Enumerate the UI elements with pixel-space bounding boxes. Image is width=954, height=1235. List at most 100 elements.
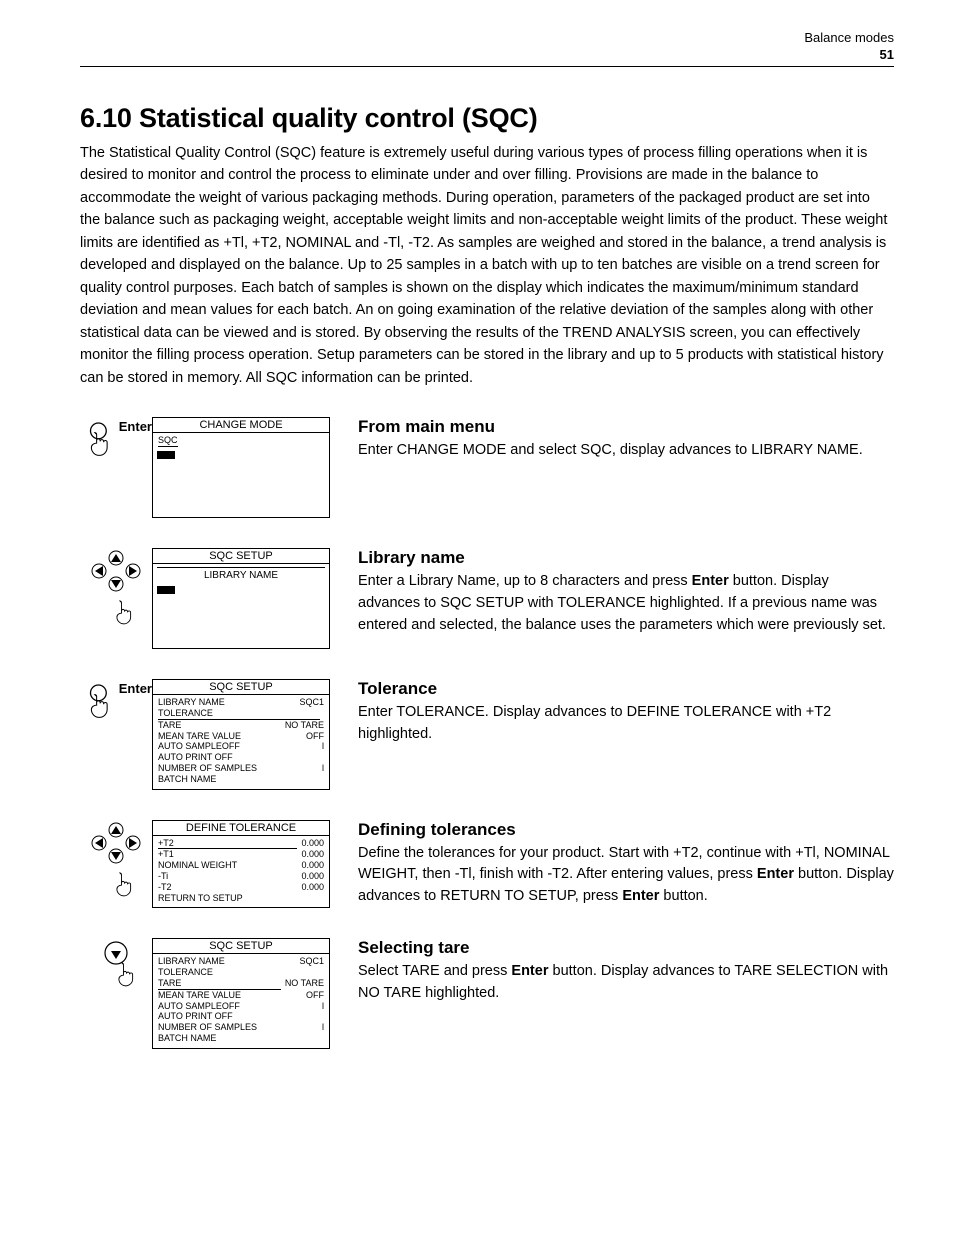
step-body: Enter a Library Name, up to 8 characters… bbox=[358, 571, 894, 636]
lcd-screen: CHANGE MODE SQC bbox=[152, 417, 330, 518]
screen-title: SQC SETUP bbox=[153, 549, 329, 564]
screen-field-left: NOMINAL WEIGHT bbox=[158, 860, 237, 871]
step-row: SQC SETUP LIBRARY NAME Library name Ente… bbox=[80, 548, 894, 649]
screen-field-left: AUTO SAMPLEOFF bbox=[158, 1001, 240, 1012]
step-icon-col bbox=[80, 820, 152, 887]
screen-field-left: LIBRARY NAME bbox=[158, 956, 225, 967]
screen-line: SQC bbox=[157, 435, 325, 447]
enter-hand-icon bbox=[80, 681, 117, 731]
screen-field-right: OFF bbox=[306, 990, 324, 1001]
screen-field-left: NUMBER OF SAMPLES bbox=[158, 763, 257, 774]
screen-field-left: +T2 bbox=[158, 838, 297, 850]
screen-title: CHANGE MODE bbox=[153, 418, 329, 433]
screen-col: SQC SETUP LIBRARY NAMESQC1TOLERANCETAREN… bbox=[152, 938, 332, 1048]
screen-field: LIBRARY NAME bbox=[204, 570, 278, 582]
screen-line: AUTO SAMPLEOFFl bbox=[157, 1001, 325, 1012]
step-row: Enter CHANGE MODE SQC From main menu bbox=[80, 417, 894, 518]
screen-title: SQC SETUP bbox=[153, 939, 329, 954]
step-text-col: Tolerance Enter TOLERANCE. Display advan… bbox=[358, 679, 894, 746]
step-body-bold: Enter bbox=[692, 573, 729, 589]
screen-col: SQC SETUP LIBRARY NAMESQC1TOLERANCETAREN… bbox=[152, 679, 332, 789]
screen-col: DEFINE TOLERANCE +T20.000+T10.000NOMINAL… bbox=[152, 820, 332, 909]
screen-field-right: l bbox=[322, 1022, 324, 1033]
running-head: Balance modes bbox=[80, 30, 894, 45]
screen-field-left: TARE bbox=[158, 978, 281, 990]
screen-line: NUMBER OF SAMPLES l bbox=[157, 763, 325, 774]
screen-line: NOMINAL WEIGHT 0.000 bbox=[157, 860, 325, 871]
cursor-icon bbox=[157, 586, 175, 594]
step-text-col: Defining tolerances Define the tolerance… bbox=[358, 820, 894, 908]
screen-line: MEAN TARE VALUEOFF bbox=[157, 990, 325, 1001]
step-heading: Library name bbox=[358, 548, 894, 568]
hand-icon bbox=[107, 597, 139, 637]
lcd-screen: SQC SETUP LIBRARY NAME bbox=[152, 548, 330, 649]
screen-field-right: NO TARE bbox=[285, 720, 324, 731]
hand-icon bbox=[109, 959, 141, 999]
screen-line: AUTO PRINT OFF bbox=[157, 1011, 325, 1022]
step-icon-col: Enter bbox=[80, 679, 152, 731]
step-text-col: Library name Enter a Library Name, up to… bbox=[358, 548, 894, 636]
screen-field-left: -T2 bbox=[158, 882, 172, 893]
step-body-bold: Enter bbox=[511, 963, 548, 979]
step-row: SQC SETUP LIBRARY NAMESQC1TOLERANCETAREN… bbox=[80, 938, 894, 1048]
step-body-text: Enter a Library Name, up to 8 characters… bbox=[358, 573, 692, 589]
hand-icon bbox=[107, 869, 139, 909]
screen-field-left: NUMBER OF SAMPLES bbox=[158, 1022, 257, 1033]
screen-line: TOLERANCE bbox=[157, 967, 325, 978]
step-heading: Tolerance bbox=[358, 679, 894, 699]
screen-line: AUTO PRINT OFF bbox=[157, 752, 325, 763]
step-icon-col: Enter bbox=[80, 417, 152, 469]
screen-line: TARE NO TARE bbox=[157, 978, 325, 990]
screen-field-left: LIBRARY NAME bbox=[158, 697, 225, 708]
screen-field-right: 0.000 bbox=[301, 838, 324, 850]
screen-field-right: l bbox=[322, 763, 324, 774]
step-row: Enter SQC SETUP LIBRARY NAMESQC1TOLERANC… bbox=[80, 679, 894, 789]
step-body-bold: Enter bbox=[622, 888, 659, 904]
screen-body: LIBRARY NAMESQC1TOLERANCETARENO TAREMEAN… bbox=[153, 954, 329, 1047]
screen-line: -T2 0.000 bbox=[157, 882, 325, 893]
step-row: DEFINE TOLERANCE +T20.000+T10.000NOMINAL… bbox=[80, 820, 894, 909]
screen-field-left: BATCH NAME bbox=[158, 1033, 216, 1044]
screen-field-left: -Ti bbox=[158, 871, 168, 882]
screen-field-left: TARE bbox=[158, 720, 181, 731]
lcd-screen: DEFINE TOLERANCE +T20.000+T10.000NOMINAL… bbox=[152, 820, 330, 909]
screen-body: LIBRARY NAME bbox=[153, 564, 329, 648]
enter-label: Enter bbox=[119, 681, 152, 696]
step-body-text: Enter CHANGE MODE and select SQC, displa… bbox=[358, 442, 863, 458]
screen-line: MEAN TARE VALUEOFF bbox=[157, 731, 325, 742]
screen-field-right: NO TARE bbox=[285, 978, 324, 990]
screen-field-right: 0.000 bbox=[301, 860, 324, 871]
steps-list: Enter CHANGE MODE SQC From main menu bbox=[80, 417, 894, 1049]
step-text-col: Selecting tare Select TARE and press Ent… bbox=[358, 938, 894, 1005]
step-text-col: From main menu Enter CHANGE MODE and sel… bbox=[358, 417, 894, 462]
lcd-screen: SQC SETUP LIBRARY NAMESQC1TOLERANCETAREN… bbox=[152, 679, 330, 789]
step-heading: Selecting tare bbox=[358, 938, 894, 958]
step-body-text: button. bbox=[659, 888, 707, 904]
step-body: Enter TOLERANCE. Display advances to DEF… bbox=[358, 702, 894, 746]
screen-col: SQC SETUP LIBRARY NAME bbox=[152, 548, 332, 649]
step-body: Enter CHANGE MODE and select SQC, displa… bbox=[358, 440, 894, 462]
step-body: Select TARE and press Enter button. Disp… bbox=[358, 961, 894, 1005]
step-body: Define the tolerances for your product. … bbox=[358, 843, 894, 908]
screen-body: SQC bbox=[153, 433, 329, 517]
screen-line: AUTO SAMPLEOFFl bbox=[157, 741, 325, 752]
screen-line: RETURN TO SETUP bbox=[157, 893, 325, 904]
section-title: 6.10 Statistical quality control (SQC) bbox=[80, 103, 894, 134]
screen-body: +T20.000+T10.000NOMINAL WEIGHT0.000-Ti0.… bbox=[153, 836, 329, 908]
cursor-icon bbox=[157, 451, 175, 459]
screen-title: DEFINE TOLERANCE bbox=[153, 821, 329, 836]
step-heading: From main menu bbox=[358, 417, 894, 437]
step-icon-col bbox=[80, 938, 152, 971]
screen-field-right: 0.000 bbox=[301, 882, 324, 893]
step-body-text: Select TARE and press bbox=[358, 963, 511, 979]
screen-field-right: 0.000 bbox=[301, 871, 324, 882]
screen-field-left: TOLERANCE bbox=[158, 708, 320, 720]
step-body-bold: Enter bbox=[757, 866, 794, 882]
screen-line: +T10.000 bbox=[157, 849, 325, 860]
screen-field-left: MEAN TARE VALUE bbox=[158, 731, 241, 742]
lcd-screen: SQC SETUP LIBRARY NAMESQC1TOLERANCETAREN… bbox=[152, 938, 330, 1048]
screen-field-left: RETURN TO SETUP bbox=[158, 893, 243, 904]
screen-line: TARE NO TARE bbox=[157, 720, 325, 731]
screen-field-right: 0.000 bbox=[301, 849, 324, 860]
screen-field-left: TOLERANCE bbox=[158, 967, 213, 978]
